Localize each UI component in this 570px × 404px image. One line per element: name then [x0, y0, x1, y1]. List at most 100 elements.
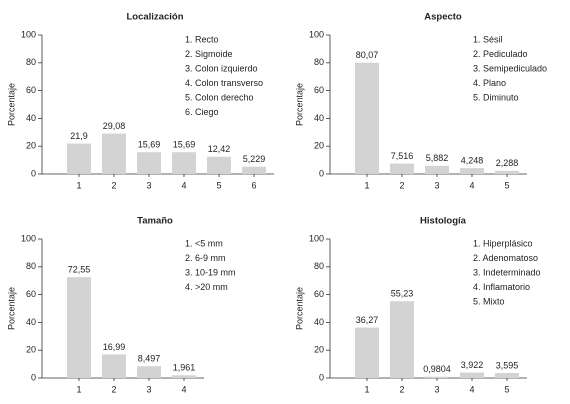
value-label: 15,69 [138, 140, 161, 150]
value-label: 36,27 [356, 315, 379, 325]
value-label: 7,516 [391, 151, 414, 161]
y-axis-label: Porcentaje [294, 287, 304, 330]
bar [390, 301, 414, 378]
y-tick-label: 60 [314, 289, 324, 299]
legend-item: 4. Inflamatorio [473, 282, 530, 292]
x-tick-label: 1 [364, 180, 369, 190]
legend-item: 2. Pediculado [473, 49, 528, 59]
x-tick-label: 1 [364, 384, 369, 394]
x-tick-label: 2 [111, 384, 116, 394]
value-label: 0,9804 [423, 364, 451, 374]
y-tick-label: 80 [314, 57, 324, 67]
value-label: 5,229 [243, 154, 266, 164]
legend-item: 6. Ciego [185, 107, 219, 117]
x-tick-label: 3 [146, 180, 151, 190]
value-label: 3,595 [496, 360, 519, 370]
y-tick-label: 100 [309, 29, 324, 39]
bar [67, 277, 91, 378]
y-tick-label: 60 [314, 85, 324, 95]
bar [355, 62, 379, 175]
chart-title: Histología [420, 216, 467, 227]
legend-item: 3. 10-19 mm [185, 267, 236, 277]
bar [390, 163, 414, 174]
bar [495, 373, 519, 378]
chart-title: Localización [126, 12, 183, 23]
bar [242, 166, 266, 174]
x-tick-label: 1 [76, 384, 81, 394]
legend-item: 2. 6-9 mm [185, 253, 226, 263]
value-label: 5,882 [426, 153, 449, 163]
x-tick-label: 5 [504, 384, 509, 394]
value-label: 4,248 [461, 155, 484, 165]
legend-item: 3. Semipediculado [473, 63, 547, 73]
x-tick-label: 3 [434, 384, 439, 394]
value-label: 21,9 [70, 131, 88, 141]
x-tick-label: 4 [181, 384, 186, 394]
y-tick-label: 80 [26, 261, 36, 271]
legend-item: 5. Colon derecho [185, 92, 254, 102]
y-tick-label: 80 [314, 261, 324, 271]
y-tick-label: 20 [314, 141, 324, 151]
y-tick-label: 20 [26, 345, 36, 355]
x-tick-label: 2 [399, 384, 404, 394]
value-label: 3,922 [461, 360, 484, 370]
y-tick-label: 40 [26, 317, 36, 327]
y-axis-label: Porcentaje [6, 287, 16, 330]
value-label: 8,497 [138, 354, 161, 364]
legend-item: 1. Sésil [473, 34, 503, 44]
bar [137, 152, 161, 174]
x-tick-label: 5 [216, 180, 221, 190]
value-label: 15,69 [173, 140, 196, 150]
bar [137, 366, 161, 378]
bar [207, 156, 231, 174]
x-tick-label: 2 [111, 180, 116, 190]
x-tick-label: 3 [146, 384, 151, 394]
legend-item: 5. Diminuto [473, 92, 519, 102]
legend-item: 4. >20 mm [185, 282, 228, 292]
y-tick-label: 0 [31, 372, 36, 382]
legend-item: 2. Sigmoide [185, 49, 233, 59]
legend-item: 5. Mixto [473, 296, 505, 306]
legend-item: 3. Indeterminado [473, 267, 541, 277]
y-tick-label: 20 [314, 345, 324, 355]
legend-item: 1. <5 mm [185, 238, 223, 248]
x-tick-label: 1 [76, 180, 81, 190]
legend-item: 1. Hiperplásico [473, 238, 533, 248]
value-label: 55,23 [391, 289, 414, 299]
y-tick-label: 60 [26, 289, 36, 299]
bar [495, 170, 519, 174]
bar [425, 376, 449, 378]
chart-title: Tamaño [137, 216, 173, 227]
y-tick-label: 0 [319, 372, 324, 382]
bar [67, 143, 91, 174]
x-tick-label: 5 [504, 180, 509, 190]
value-label: 72,55 [68, 265, 91, 275]
y-axis-label: Porcentaje [6, 83, 16, 126]
bar [172, 375, 196, 378]
value-label: 29,08 [103, 121, 126, 131]
legend-item: 4. Plano [473, 78, 506, 88]
bar [102, 354, 126, 378]
bar [460, 372, 484, 378]
bar [460, 168, 484, 174]
bar [172, 152, 196, 174]
x-tick-label: 6 [251, 180, 256, 190]
y-tick-label: 0 [319, 168, 324, 178]
y-tick-label: 40 [26, 113, 36, 123]
y-tick-label: 40 [314, 113, 324, 123]
y-tick-label: 0 [31, 168, 36, 178]
legend-item: 1. Recto [185, 34, 219, 44]
y-tick-label: 20 [26, 141, 36, 151]
y-tick-label: 40 [314, 317, 324, 327]
x-tick-label: 2 [399, 180, 404, 190]
x-tick-label: 4 [469, 384, 474, 394]
y-tick-label: 100 [21, 233, 36, 243]
y-axis-label: Porcentaje [294, 83, 304, 126]
x-tick-label: 3 [434, 180, 439, 190]
legend-item: 4. Colon transverso [185, 78, 263, 88]
bar [425, 165, 449, 174]
y-tick-label: 60 [26, 85, 36, 95]
value-label: 2,288 [496, 158, 519, 168]
legend-item: 3. Colon izquierdo [185, 63, 258, 73]
